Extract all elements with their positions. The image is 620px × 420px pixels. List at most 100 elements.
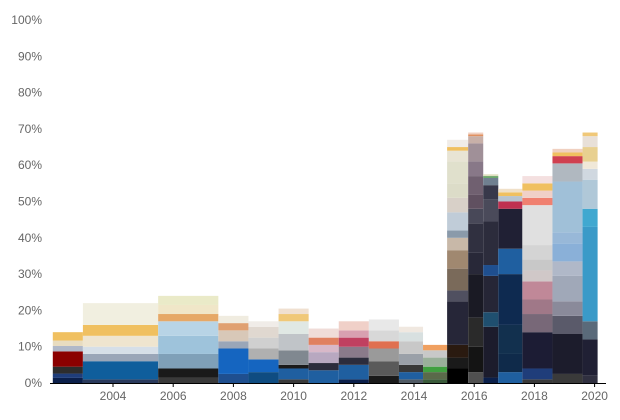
bar-segment: [82, 303, 159, 325]
bar-segment: [498, 196, 523, 202]
bar-segment: [218, 315, 249, 324]
bar-segment: [158, 304, 219, 315]
y-tick-label: 0%: [25, 376, 43, 390]
bar-stack: [552, 148, 583, 383]
bar-segment: [447, 268, 469, 291]
bar-segment: [398, 379, 424, 383]
plot-area: [52, 132, 598, 383]
bar-segment: [447, 250, 469, 269]
bar-segment: [398, 341, 424, 354]
bar-segment: [468, 274, 484, 318]
bar-segment: [248, 359, 279, 373]
bar-stack: [338, 321, 369, 383]
y-tick-label: 50%: [18, 195, 42, 209]
bar-segment: [52, 340, 83, 346]
bar-segment: [308, 352, 339, 364]
bar-segment: [483, 265, 499, 276]
bar-segment: [423, 372, 448, 380]
bar-segment: [468, 194, 484, 209]
bar-segment: [158, 353, 219, 369]
bar-segment: [278, 321, 309, 334]
bar-segment: [368, 361, 399, 376]
bar-segment: [158, 321, 219, 336]
bar-segment: [248, 348, 279, 360]
bar-segment: [552, 301, 583, 316]
bar-segment: [52, 377, 83, 383]
x-tick-label: 2012: [340, 389, 367, 403]
bar-segment: [468, 317, 484, 347]
x-tick-label: 2018: [521, 389, 548, 403]
bar-segment: [468, 346, 484, 373]
bar-segment: [52, 345, 83, 352]
bar-segment: [468, 161, 484, 177]
bar-segment: [423, 379, 448, 383]
bar-segment: [248, 372, 279, 383]
bar-segment: [447, 237, 469, 251]
bar-segment: [52, 373, 83, 378]
bar-segment: [522, 299, 553, 315]
bar-segment: [447, 290, 469, 302]
bar-segment: [468, 372, 484, 383]
bar-segment: [522, 259, 553, 271]
bar-segment: [582, 168, 598, 180]
bar-segment: [398, 372, 424, 380]
x-tick-label: 2008: [220, 389, 247, 403]
bar-segment: [338, 330, 369, 338]
y-tick-label: 80%: [18, 86, 42, 100]
bar-segment: [278, 364, 309, 369]
bar-stack: [522, 176, 553, 383]
bar-stack: [447, 139, 469, 383]
y-tick-label: 20%: [18, 303, 42, 317]
bar-stack: [498, 188, 523, 383]
bar-stack: [398, 326, 424, 383]
bar-stack: [248, 321, 279, 383]
bar-segment: [498, 372, 523, 383]
y-tick-label: 70%: [18, 122, 42, 136]
bar-segment: [552, 156, 583, 164]
bar-segment: [498, 188, 523, 193]
bar-segment: [522, 197, 553, 206]
bar-segment: [278, 379, 309, 383]
bar-segment: [447, 212, 469, 231]
x-tick-label: 2010: [280, 389, 307, 403]
bar-segment: [308, 337, 339, 345]
bar-segment: [483, 221, 499, 266]
bar-segment: [522, 205, 553, 246]
bar-segment: [278, 334, 309, 351]
bar-segment: [582, 161, 598, 169]
bar-segment: [552, 261, 583, 276]
bar-segment: [447, 161, 469, 184]
bar-segment: [278, 314, 309, 322]
bar-segment: [552, 163, 583, 182]
x-tick-label: 2020: [581, 389, 608, 403]
bar-segment: [522, 245, 553, 260]
bar-segment: [308, 328, 339, 338]
bar-segment: [468, 176, 484, 195]
y-tick-label: 60%: [18, 158, 42, 172]
bar-segment: [468, 132, 484, 135]
bar-segment: [82, 353, 159, 362]
bar-segment: [468, 134, 484, 137]
bar-segment: [468, 252, 484, 275]
bar-segment: [52, 332, 83, 341]
bar-segment: [552, 181, 583, 233]
bar-segment: [447, 344, 469, 358]
bar-segment: [82, 335, 159, 347]
bar-segment: [447, 230, 469, 238]
bar-segment: [158, 377, 219, 383]
bar-segment: [218, 341, 249, 349]
bar-segment: [483, 275, 499, 313]
bar-segment: [582, 136, 598, 148]
bar-segment: [338, 346, 369, 358]
bar-segment: [522, 368, 553, 380]
bar-segment: [423, 366, 448, 373]
bar-segment: [248, 321, 279, 327]
bar-segment: [423, 350, 448, 358]
bar-segment: [522, 176, 553, 184]
bar-segment: [498, 274, 523, 325]
bar-segment: [552, 232, 583, 244]
bar-segment: [582, 179, 598, 209]
bar-segment: [552, 373, 583, 383]
bar-segment: [398, 332, 424, 342]
bar-segment: [483, 176, 499, 178]
